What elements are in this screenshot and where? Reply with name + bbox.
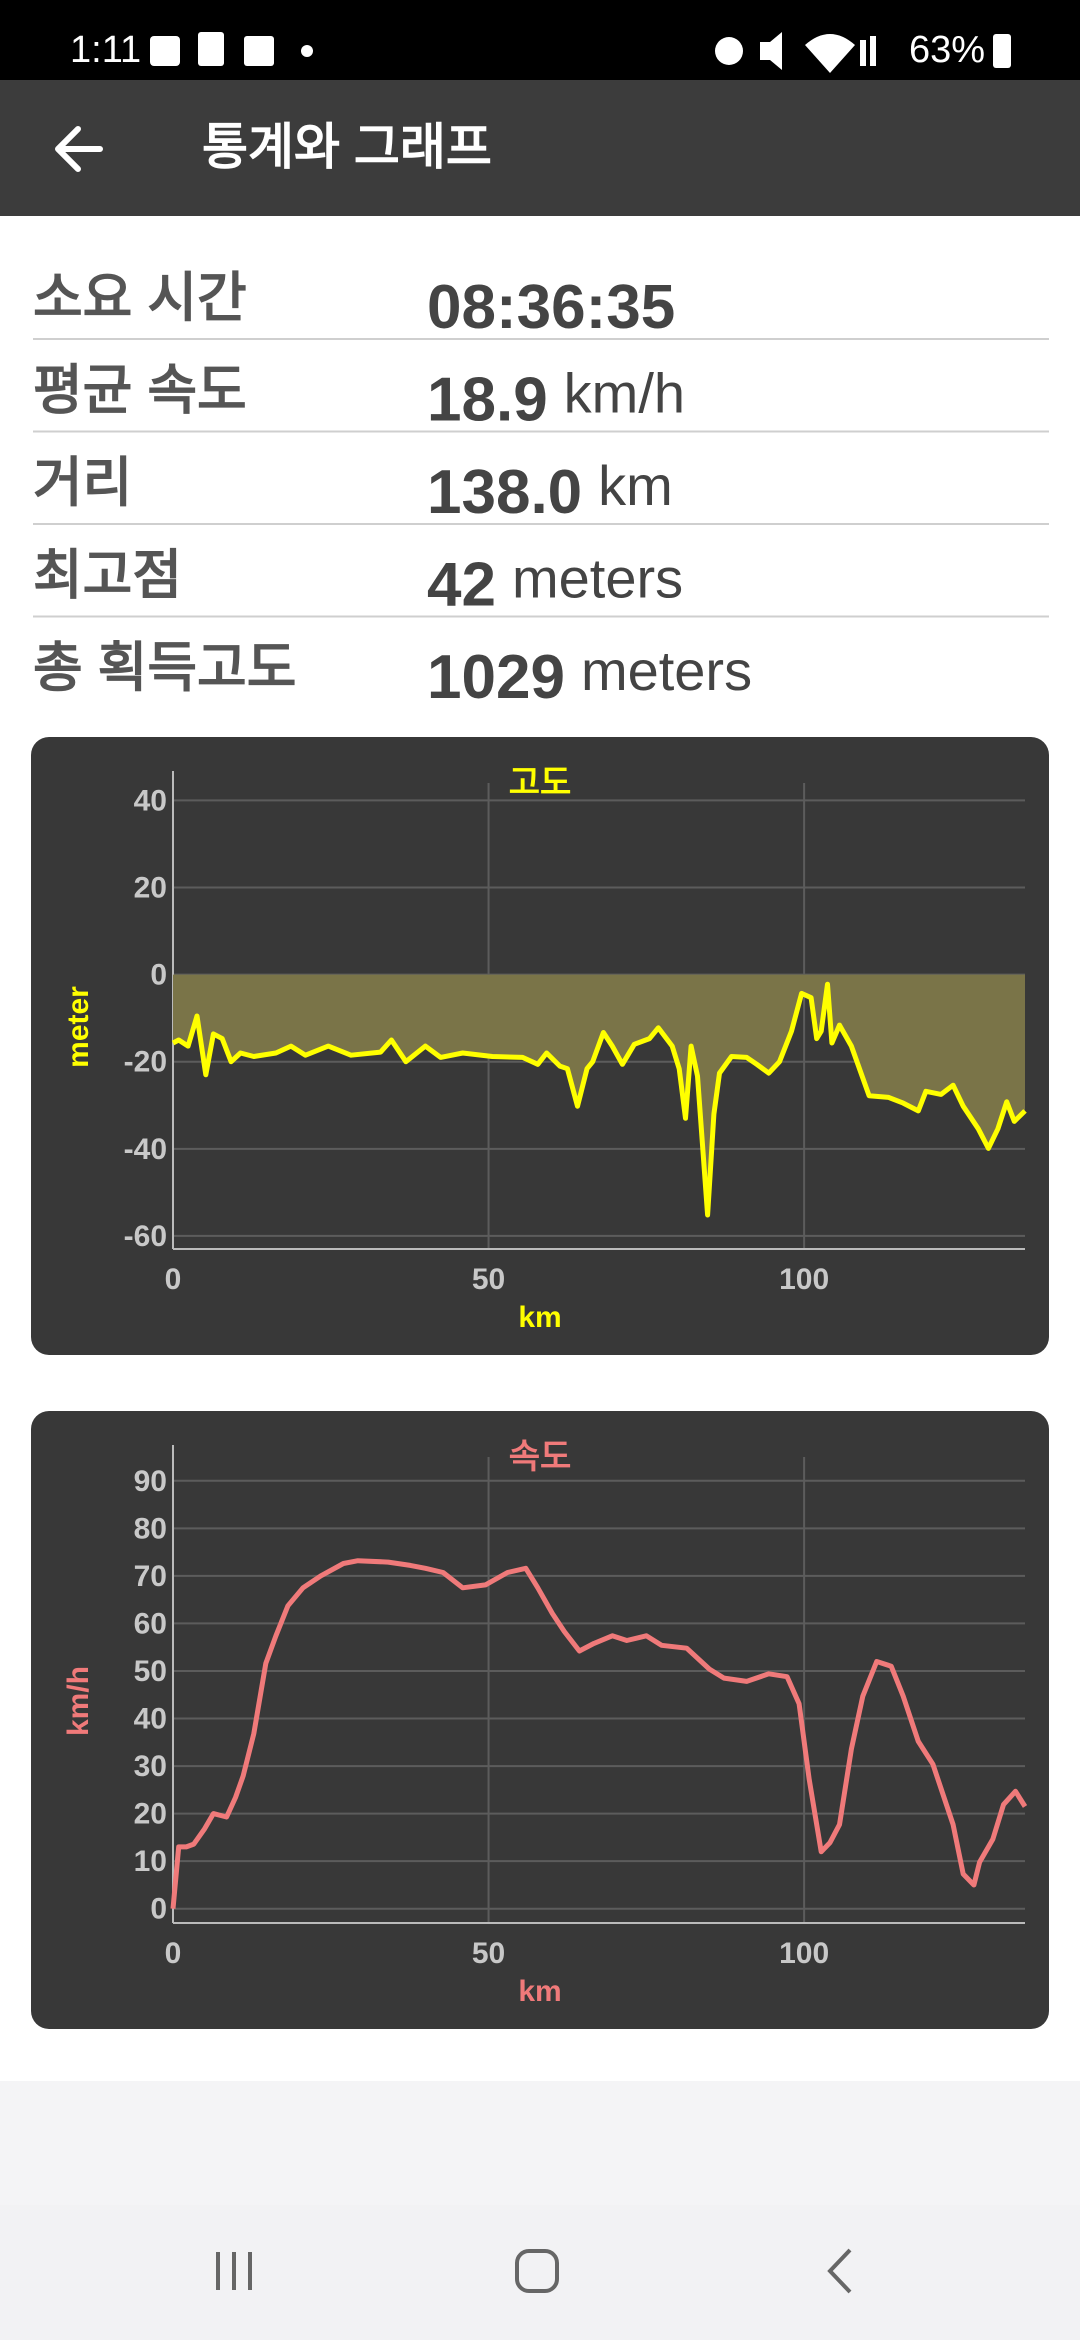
stat-label: 총 획득고도: [33, 638, 296, 698]
y-tick-label: 50: [134, 1655, 167, 1688]
y-tick-label: 40: [134, 1703, 167, 1736]
battery-percent: 63%: [909, 29, 985, 71]
chart-title: 고도: [509, 764, 572, 802]
status-icons: [150, 32, 1011, 73]
app-title: 통계와 그래프: [202, 119, 492, 175]
y-tick-label: 10: [134, 1845, 167, 1878]
chart-title: 속도: [509, 1438, 572, 1476]
x-tick-label: 100: [779, 1937, 829, 1970]
recent-apps-button[interactable]: [216, 2252, 252, 2290]
stat-unit: km/h: [564, 362, 685, 425]
battery-icon: [993, 34, 1011, 68]
system-back-button[interactable]: [827, 2248, 852, 2294]
y-tick-label: 40: [134, 784, 167, 817]
dot-icon: [301, 45, 313, 57]
y-tick-label: 20: [134, 872, 167, 905]
stat-value: 42: [427, 551, 496, 620]
app-icon: [198, 32, 224, 66]
x-tick-label: 50: [472, 1937, 505, 1970]
x-axis-label: km: [518, 1301, 561, 1334]
wifi-icon: [805, 34, 855, 73]
x-tick-label: 50: [472, 1263, 505, 1296]
stat-value: 138.0: [427, 458, 582, 527]
y-tick-label: 0: [150, 1893, 167, 1926]
y-tick-label: 90: [134, 1465, 167, 1498]
y-tick-label: -60: [124, 1220, 167, 1253]
stat-value: 08:36:35: [427, 273, 675, 342]
alarm-icon: [715, 37, 743, 65]
y-tick-label: 20: [134, 1798, 167, 1831]
home-button[interactable]: [515, 2249, 559, 2293]
x-tick-label: 0: [165, 1263, 182, 1296]
signal-icon: [870, 36, 876, 66]
y-tick-label: 60: [134, 1607, 167, 1640]
status-time: 1:11: [70, 29, 141, 71]
mute-icon: [760, 32, 782, 70]
x-axis-label: km: [518, 1975, 561, 2008]
back-button[interactable]: [55, 126, 103, 172]
calendar-icon: [244, 36, 274, 66]
app-bar: [0, 80, 1080, 216]
y-tick-label: -20: [124, 1046, 167, 1079]
stat-unit: meters: [581, 639, 752, 702]
y-tick-label: 70: [134, 1560, 167, 1593]
stats: 소요 시간 08:36:35 평균 속도 18.9 km/h 거리 138.0 km 최고점 42…: [33, 268, 1049, 712]
y-tick-label: 80: [134, 1512, 167, 1545]
y-tick-label: -40: [124, 1133, 167, 1166]
stat-label: 최고점: [33, 546, 182, 606]
signal-icon: [860, 40, 866, 66]
stat-label: 거리: [33, 453, 132, 513]
chart-card: [31, 1411, 1049, 2029]
x-tick-label: 0: [165, 1937, 182, 1970]
gallery-icon: [150, 36, 180, 66]
nav-bar: [0, 2205, 1080, 2340]
area-fill: [173, 974, 1025, 1215]
stat-value: 18.9: [427, 366, 548, 435]
data-line: [171, 981, 1027, 1218]
y-axis-label: km/h: [62, 1666, 95, 1736]
stat-unit: km: [598, 454, 673, 517]
y-tick-label: 0: [150, 959, 167, 992]
stat-value: 1029: [427, 643, 565, 712]
x-tick-label: 100: [779, 1263, 829, 1296]
stat-label: 평균 속도: [33, 361, 247, 421]
data-line: [170, 1558, 1028, 1909]
stat-unit: meters: [512, 547, 683, 610]
y-tick-label: 30: [134, 1750, 167, 1783]
chart: 40 20 0 -20 -40 -60 0 50 100 고도 km meter: [31, 737, 1049, 1355]
nav-icons: [216, 2248, 852, 2294]
stat-label: 소요 시간: [33, 268, 247, 328]
y-axis-label: meter: [62, 986, 95, 1068]
